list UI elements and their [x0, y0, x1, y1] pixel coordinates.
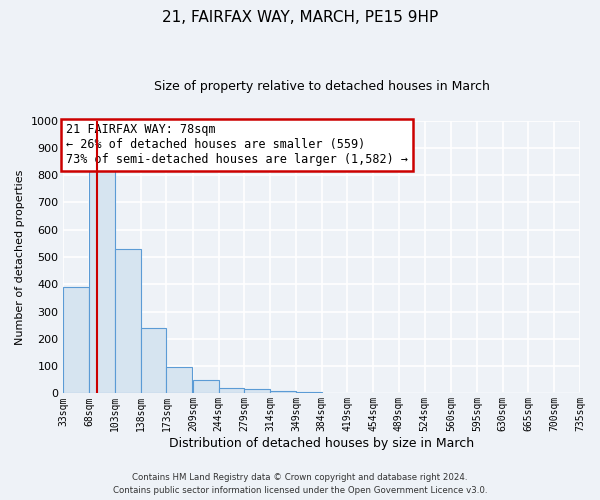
Y-axis label: Number of detached properties: Number of detached properties: [15, 170, 25, 344]
X-axis label: Distribution of detached houses by size in March: Distribution of detached houses by size …: [169, 437, 474, 450]
Bar: [64, 287, 89, 394]
Bar: [140, 328, 166, 394]
Text: Contains HM Land Registry data © Crown copyright and database right 2024.
Contai: Contains HM Land Registry data © Crown c…: [113, 474, 487, 495]
Bar: [166, 368, 192, 394]
Title: Size of property relative to detached houses in March: Size of property relative to detached ho…: [154, 80, 490, 93]
Bar: [89, 167, 115, 394]
Bar: [296, 392, 322, 394]
Bar: [115, 249, 140, 394]
Bar: [218, 388, 244, 394]
Text: 21 FAIRFAX WAY: 78sqm
← 26% of detached houses are smaller (559)
73% of semi-det: 21 FAIRFAX WAY: 78sqm ← 26% of detached …: [66, 124, 408, 166]
Bar: [244, 390, 270, 394]
Bar: [193, 380, 218, 394]
Text: 21, FAIRFAX WAY, MARCH, PE15 9HP: 21, FAIRFAX WAY, MARCH, PE15 9HP: [162, 10, 438, 25]
Bar: [270, 390, 296, 394]
